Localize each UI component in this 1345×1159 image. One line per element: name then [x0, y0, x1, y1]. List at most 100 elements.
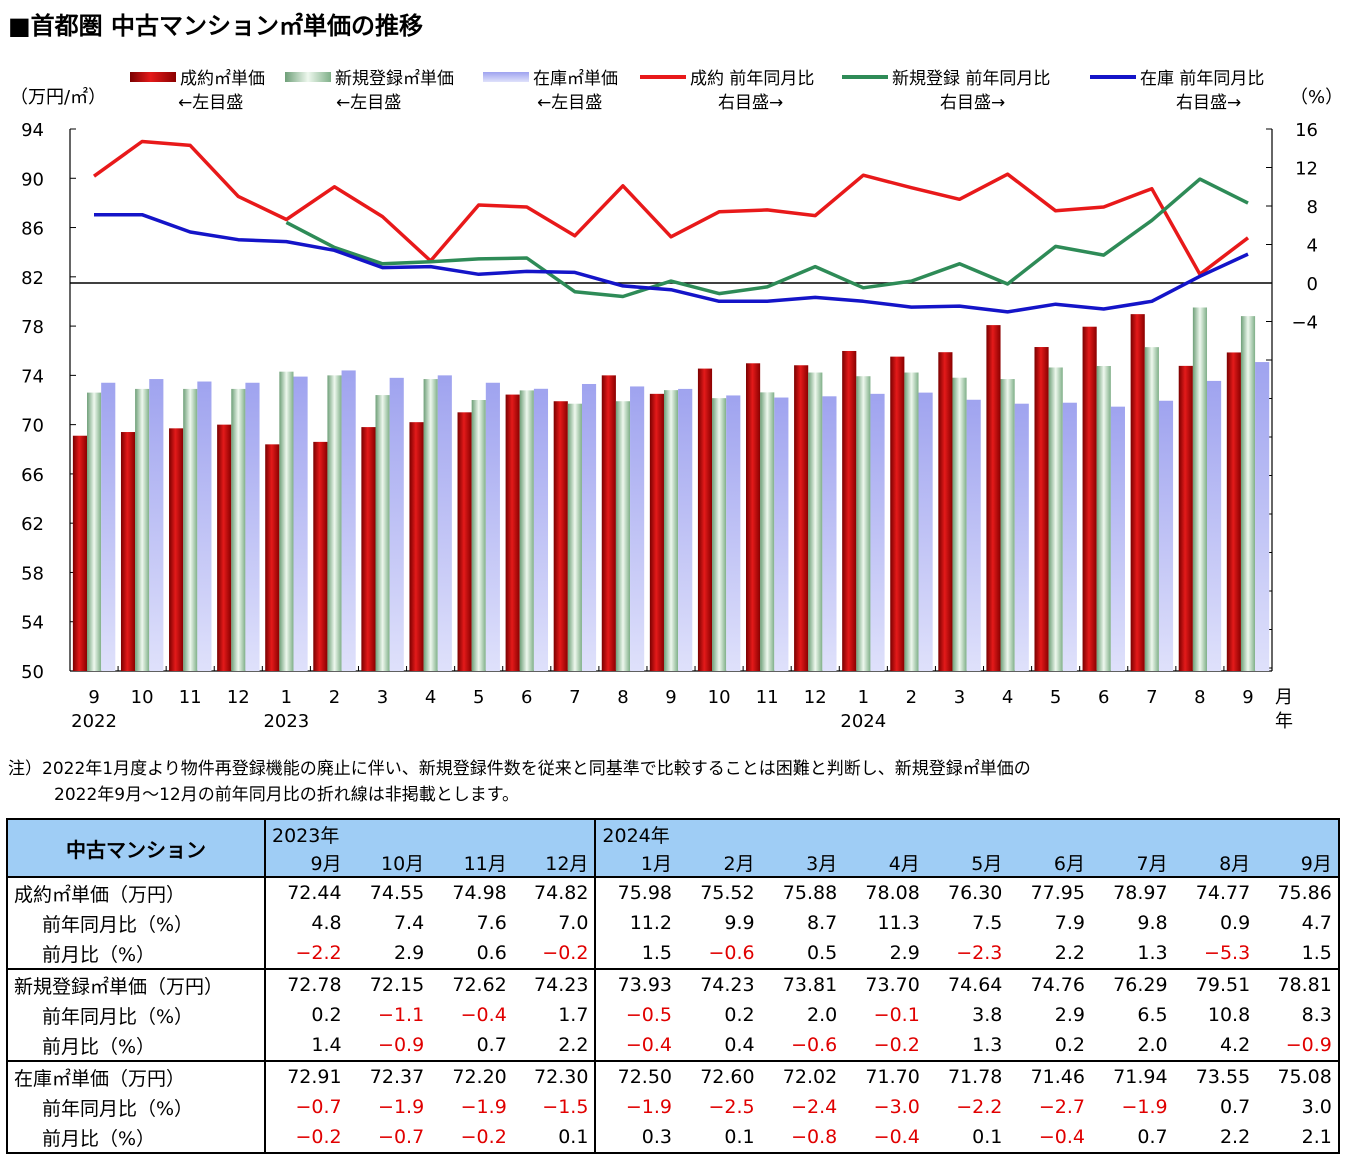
- right-tick-label: −4: [1291, 313, 1318, 334]
- table-cell: 75.98: [594, 877, 679, 908]
- table-row: 前月比（%） −0.2 −0.7 −0.2 0.1 0.3 0.1 −0.8 −0.4 0.1 −0…: [6, 1122, 1340, 1154]
- table-cell: −2.2: [956, 1096, 1003, 1118]
- table-cell: −0.4: [1008, 1122, 1091, 1154]
- table-cell: 11.2: [594, 908, 679, 938]
- x-tick-label: 1: [281, 687, 292, 708]
- table-cell: 74.77: [1195, 882, 1251, 904]
- table-cell: 1.5: [594, 938, 679, 969]
- line-inventory-yoy: [94, 212, 1249, 314]
- table-cell: 7.0: [558, 912, 589, 934]
- bar-inventory: [197, 381, 212, 671]
- bar-inventory: [293, 376, 308, 671]
- bar-contract: [72, 435, 88, 671]
- table-cell: 0.6: [476, 942, 507, 964]
- table-row: 前月比（%） 1.4 −0.9 0.7 2.2 −0.4 0.4 −0.6 −0.2 1.3 0.2…: [6, 1030, 1340, 1061]
- bar-contract: [601, 375, 616, 671]
- table-cell: 72.62: [430, 968, 513, 1000]
- table-cell: 74.82: [534, 882, 589, 904]
- left-tick-label: 70: [21, 416, 44, 437]
- table-cell: −0.8: [760, 1122, 844, 1154]
- bar-new-listing: [1000, 379, 1015, 671]
- bar-inventory: [485, 382, 500, 671]
- table-cell: 0.1: [512, 1122, 596, 1154]
- table-cell: 1.3: [972, 1034, 1003, 1056]
- left-tick-label: 74: [21, 366, 44, 387]
- left-tick-label: 94: [21, 120, 44, 141]
- legend-swatch: [130, 72, 176, 82]
- table-cell: 0.2: [264, 1000, 348, 1030]
- row-label: 在庫㎡単価（万円）: [6, 1060, 265, 1092]
- x-tick-label: 2: [906, 687, 917, 708]
- table-row: 新規登録㎡単価（万円） 72.78 72.15 72.62 74.23 73.93 74.2…: [6, 968, 1340, 1000]
- bar-contract: [1226, 352, 1241, 671]
- table-cell: 9.8: [1137, 912, 1168, 934]
- bar-new-listing: [375, 395, 390, 671]
- bar-inventory: [774, 397, 789, 671]
- bar-inventory: [581, 383, 597, 671]
- table-cell: 6.5: [1137, 1004, 1168, 1026]
- table-cell: −0.2: [430, 1122, 513, 1154]
- table-cell: −0.6: [708, 942, 755, 964]
- bar-new-listing: [615, 401, 631, 671]
- table-cell: −0.5: [594, 1000, 679, 1030]
- left-tick-label: 50: [21, 662, 44, 683]
- bar-contract: [986, 325, 1001, 671]
- table-cell: 0.7: [1090, 1122, 1174, 1154]
- row-label: 前月比（%）: [6, 938, 265, 969]
- table-cell: −0.9: [1256, 1030, 1340, 1061]
- table-cell: 1.3: [1137, 942, 1168, 964]
- x-unit-month: 月: [1275, 687, 1293, 708]
- table-cell: −2.3: [956, 942, 1003, 964]
- row-label: 新規登録㎡単価（万円）: [6, 968, 265, 1000]
- x-tick-label: 11: [756, 687, 779, 708]
- legend-swatch: [483, 72, 529, 82]
- bar-new-listing: [423, 379, 438, 671]
- bar-contract: [553, 401, 568, 671]
- x-tick-label: 9: [665, 687, 676, 708]
- bar-new-listing: [1192, 307, 1208, 671]
- table-header-years: 中古マンション 2023年 2024年: [6, 818, 1340, 878]
- table-header-months: 9月 10月 11月 12月 1月 2月 3月 4月 5月 6月 7月 8月 9月: [7, 848, 1340, 878]
- table-cell: −1.9: [594, 1092, 679, 1122]
- table-cell: 77.95: [1030, 882, 1085, 904]
- year-label: 2023: [263, 711, 309, 732]
- table-cell: 2.9: [1054, 1004, 1085, 1026]
- table-cell: −1.1: [378, 1004, 425, 1026]
- bar-inventory: [870, 393, 885, 671]
- table-cell: 72.50: [594, 1060, 679, 1092]
- table-cell: 72.02: [760, 1060, 844, 1092]
- bar-contract: [409, 422, 424, 671]
- table-cell: 9.9: [724, 912, 755, 934]
- x-tick-label: 8: [617, 687, 628, 708]
- bar-contract: [1082, 326, 1097, 671]
- table-cell: 71.46: [1008, 1060, 1091, 1092]
- right-tick-label: 16: [1295, 120, 1318, 141]
- table-cell: 74.98: [452, 882, 507, 904]
- right-tick-label: 12: [1295, 159, 1318, 180]
- bar-new-listing: [904, 372, 919, 671]
- table-cell: 72.44: [264, 877, 348, 908]
- bar-contract: [890, 356, 905, 671]
- table-cell: 1.7: [558, 1004, 589, 1026]
- legend-label: 新規登録㎡単価: [335, 69, 454, 89]
- bar-new-listing: [231, 388, 246, 671]
- table-cell: 72.78: [264, 968, 348, 1000]
- row-label: 成約㎡単価（万円）: [6, 877, 265, 908]
- bar-inventory: [726, 395, 741, 671]
- bar-new-listing: [279, 371, 294, 671]
- note-line-2: 2022年9月～12月の前年同月比の折れ線は非掲載とします。: [54, 785, 520, 805]
- year-label: 2024: [840, 711, 886, 732]
- table-row: 前年同月比（%） 4.8 7.4 7.6 7.0 11.2 9.9 8.7 11.3 7.5 7.9…: [6, 908, 1340, 938]
- month-header: 10月: [347, 848, 431, 878]
- table-row: 在庫㎡単価（万円） 72.91 72.37 72.20 72.30 72.50 72.60 7…: [6, 1060, 1340, 1092]
- month-header: 3月: [760, 848, 844, 878]
- bar-contract: [1178, 365, 1193, 671]
- x-tick-label: 10: [131, 687, 154, 708]
- row-label: 前月比（%）: [6, 1030, 265, 1061]
- table-cell: −0.2: [264, 1122, 348, 1154]
- table-cell: 0.1: [925, 1122, 1009, 1154]
- legend-label: 新規登録 前年同月比: [892, 69, 1050, 89]
- table-cell: 10.8: [1207, 1004, 1251, 1026]
- table-cell: 71.94: [1090, 1060, 1174, 1092]
- month-header: 7月: [1090, 848, 1174, 878]
